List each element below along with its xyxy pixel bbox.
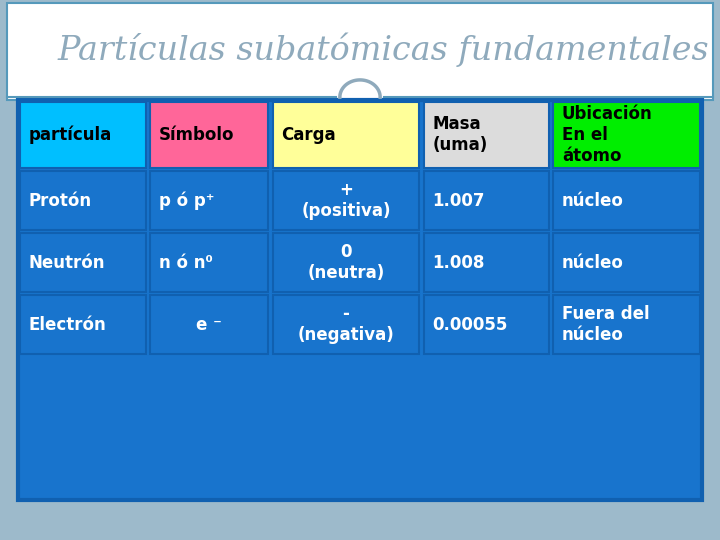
FancyBboxPatch shape bbox=[273, 172, 419, 230]
FancyBboxPatch shape bbox=[273, 233, 419, 292]
Text: núcleo: núcleo bbox=[562, 254, 624, 272]
Text: Fuera del
núcleo: Fuera del núcleo bbox=[562, 305, 649, 344]
FancyBboxPatch shape bbox=[20, 233, 145, 292]
Text: p ó p⁺: p ó p⁺ bbox=[158, 192, 214, 210]
Text: partícula: partícula bbox=[29, 126, 112, 144]
Text: Masa
(uma): Masa (uma) bbox=[432, 116, 487, 154]
Text: Ubicación
En el
átomo: Ubicación En el átomo bbox=[562, 105, 653, 165]
Text: Partículas subatómicas fundamentales: Partículas subatómicas fundamentales bbox=[58, 33, 709, 67]
Text: 1.007: 1.007 bbox=[432, 192, 485, 210]
Text: 1.008: 1.008 bbox=[432, 254, 485, 272]
Text: núcleo: núcleo bbox=[562, 192, 624, 210]
FancyBboxPatch shape bbox=[7, 3, 713, 100]
FancyBboxPatch shape bbox=[20, 172, 145, 230]
Text: e ⁻: e ⁻ bbox=[197, 316, 222, 334]
Text: Carga: Carga bbox=[282, 126, 336, 144]
Text: 0
(neutra): 0 (neutra) bbox=[307, 244, 384, 282]
FancyBboxPatch shape bbox=[554, 233, 700, 292]
Text: Símbolo: Símbolo bbox=[158, 126, 234, 144]
Text: Protón: Protón bbox=[29, 192, 92, 210]
FancyBboxPatch shape bbox=[423, 233, 549, 292]
FancyBboxPatch shape bbox=[150, 233, 269, 292]
FancyBboxPatch shape bbox=[554, 295, 700, 354]
FancyBboxPatch shape bbox=[150, 172, 269, 230]
FancyBboxPatch shape bbox=[423, 172, 549, 230]
FancyBboxPatch shape bbox=[20, 295, 145, 354]
FancyBboxPatch shape bbox=[554, 102, 700, 168]
FancyBboxPatch shape bbox=[150, 102, 269, 168]
Text: Neutrón: Neutrón bbox=[29, 254, 105, 272]
FancyBboxPatch shape bbox=[20, 102, 145, 168]
FancyBboxPatch shape bbox=[18, 100, 702, 500]
FancyBboxPatch shape bbox=[273, 295, 419, 354]
Text: Electrón: Electrón bbox=[29, 316, 107, 334]
FancyBboxPatch shape bbox=[273, 102, 419, 168]
Text: 0.00055: 0.00055 bbox=[432, 316, 508, 334]
FancyBboxPatch shape bbox=[150, 295, 269, 354]
Text: -
(negativa): - (negativa) bbox=[297, 305, 395, 344]
Text: +
(positiva): + (positiva) bbox=[301, 181, 391, 220]
FancyBboxPatch shape bbox=[423, 295, 549, 354]
FancyBboxPatch shape bbox=[554, 172, 700, 230]
Text: n ó n⁰: n ó n⁰ bbox=[158, 254, 212, 272]
FancyBboxPatch shape bbox=[423, 102, 549, 168]
